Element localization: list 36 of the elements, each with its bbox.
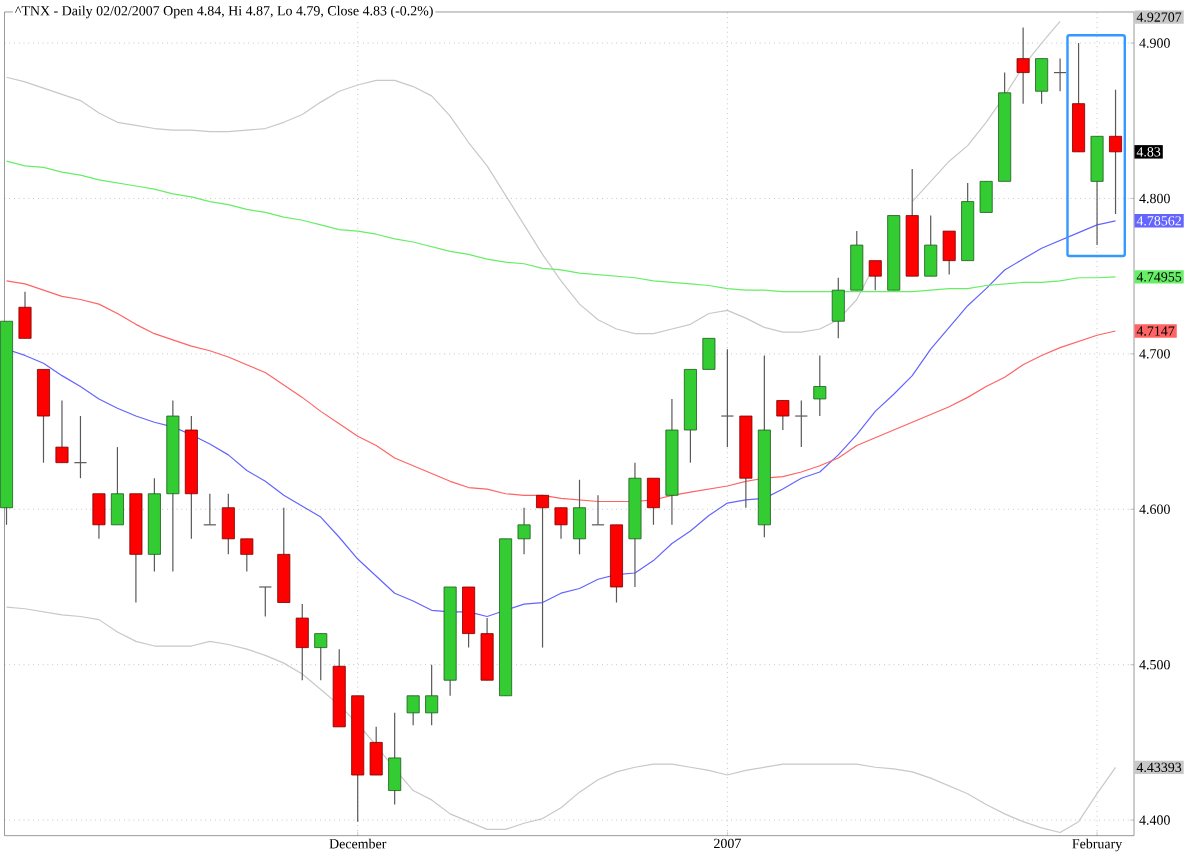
candlestick — [868, 260, 882, 291]
candlestick — [110, 446, 124, 526]
candlestick — [646, 477, 660, 526]
candlestick — [794, 399, 809, 448]
candlestick — [36, 368, 50, 464]
candlestick — [1109, 89, 1123, 215]
candlestick — [462, 586, 476, 649]
candlestick — [702, 337, 716, 371]
candlestick — [720, 348, 735, 448]
candlestick — [92, 493, 106, 540]
candlestick — [776, 399, 790, 431]
candlestick — [813, 354, 827, 417]
candlestick — [314, 633, 328, 681]
candlestick — [1035, 58, 1049, 105]
candlestick — [18, 291, 32, 339]
candlestick — [831, 277, 845, 339]
candlestick — [388, 712, 402, 806]
candlestick — [517, 507, 531, 555]
candlestick — [573, 479, 587, 555]
candlestick — [942, 230, 956, 276]
candlestick — [406, 695, 420, 726]
candlestick — [221, 493, 235, 555]
candlestick — [425, 664, 439, 726]
candlestick — [979, 180, 993, 214]
candlestick — [1016, 26, 1030, 105]
candlestick — [295, 603, 309, 681]
candlestick — [258, 586, 272, 618]
candlestick — [1090, 135, 1104, 246]
candlestick — [369, 726, 383, 776]
candlestick — [924, 214, 938, 277]
candlestick — [850, 230, 864, 291]
candlestick — [240, 538, 254, 573]
candlestick — [554, 507, 568, 540]
candlestick — [480, 617, 494, 681]
candlestick — [536, 494, 550, 649]
candlestick — [55, 399, 69, 464]
